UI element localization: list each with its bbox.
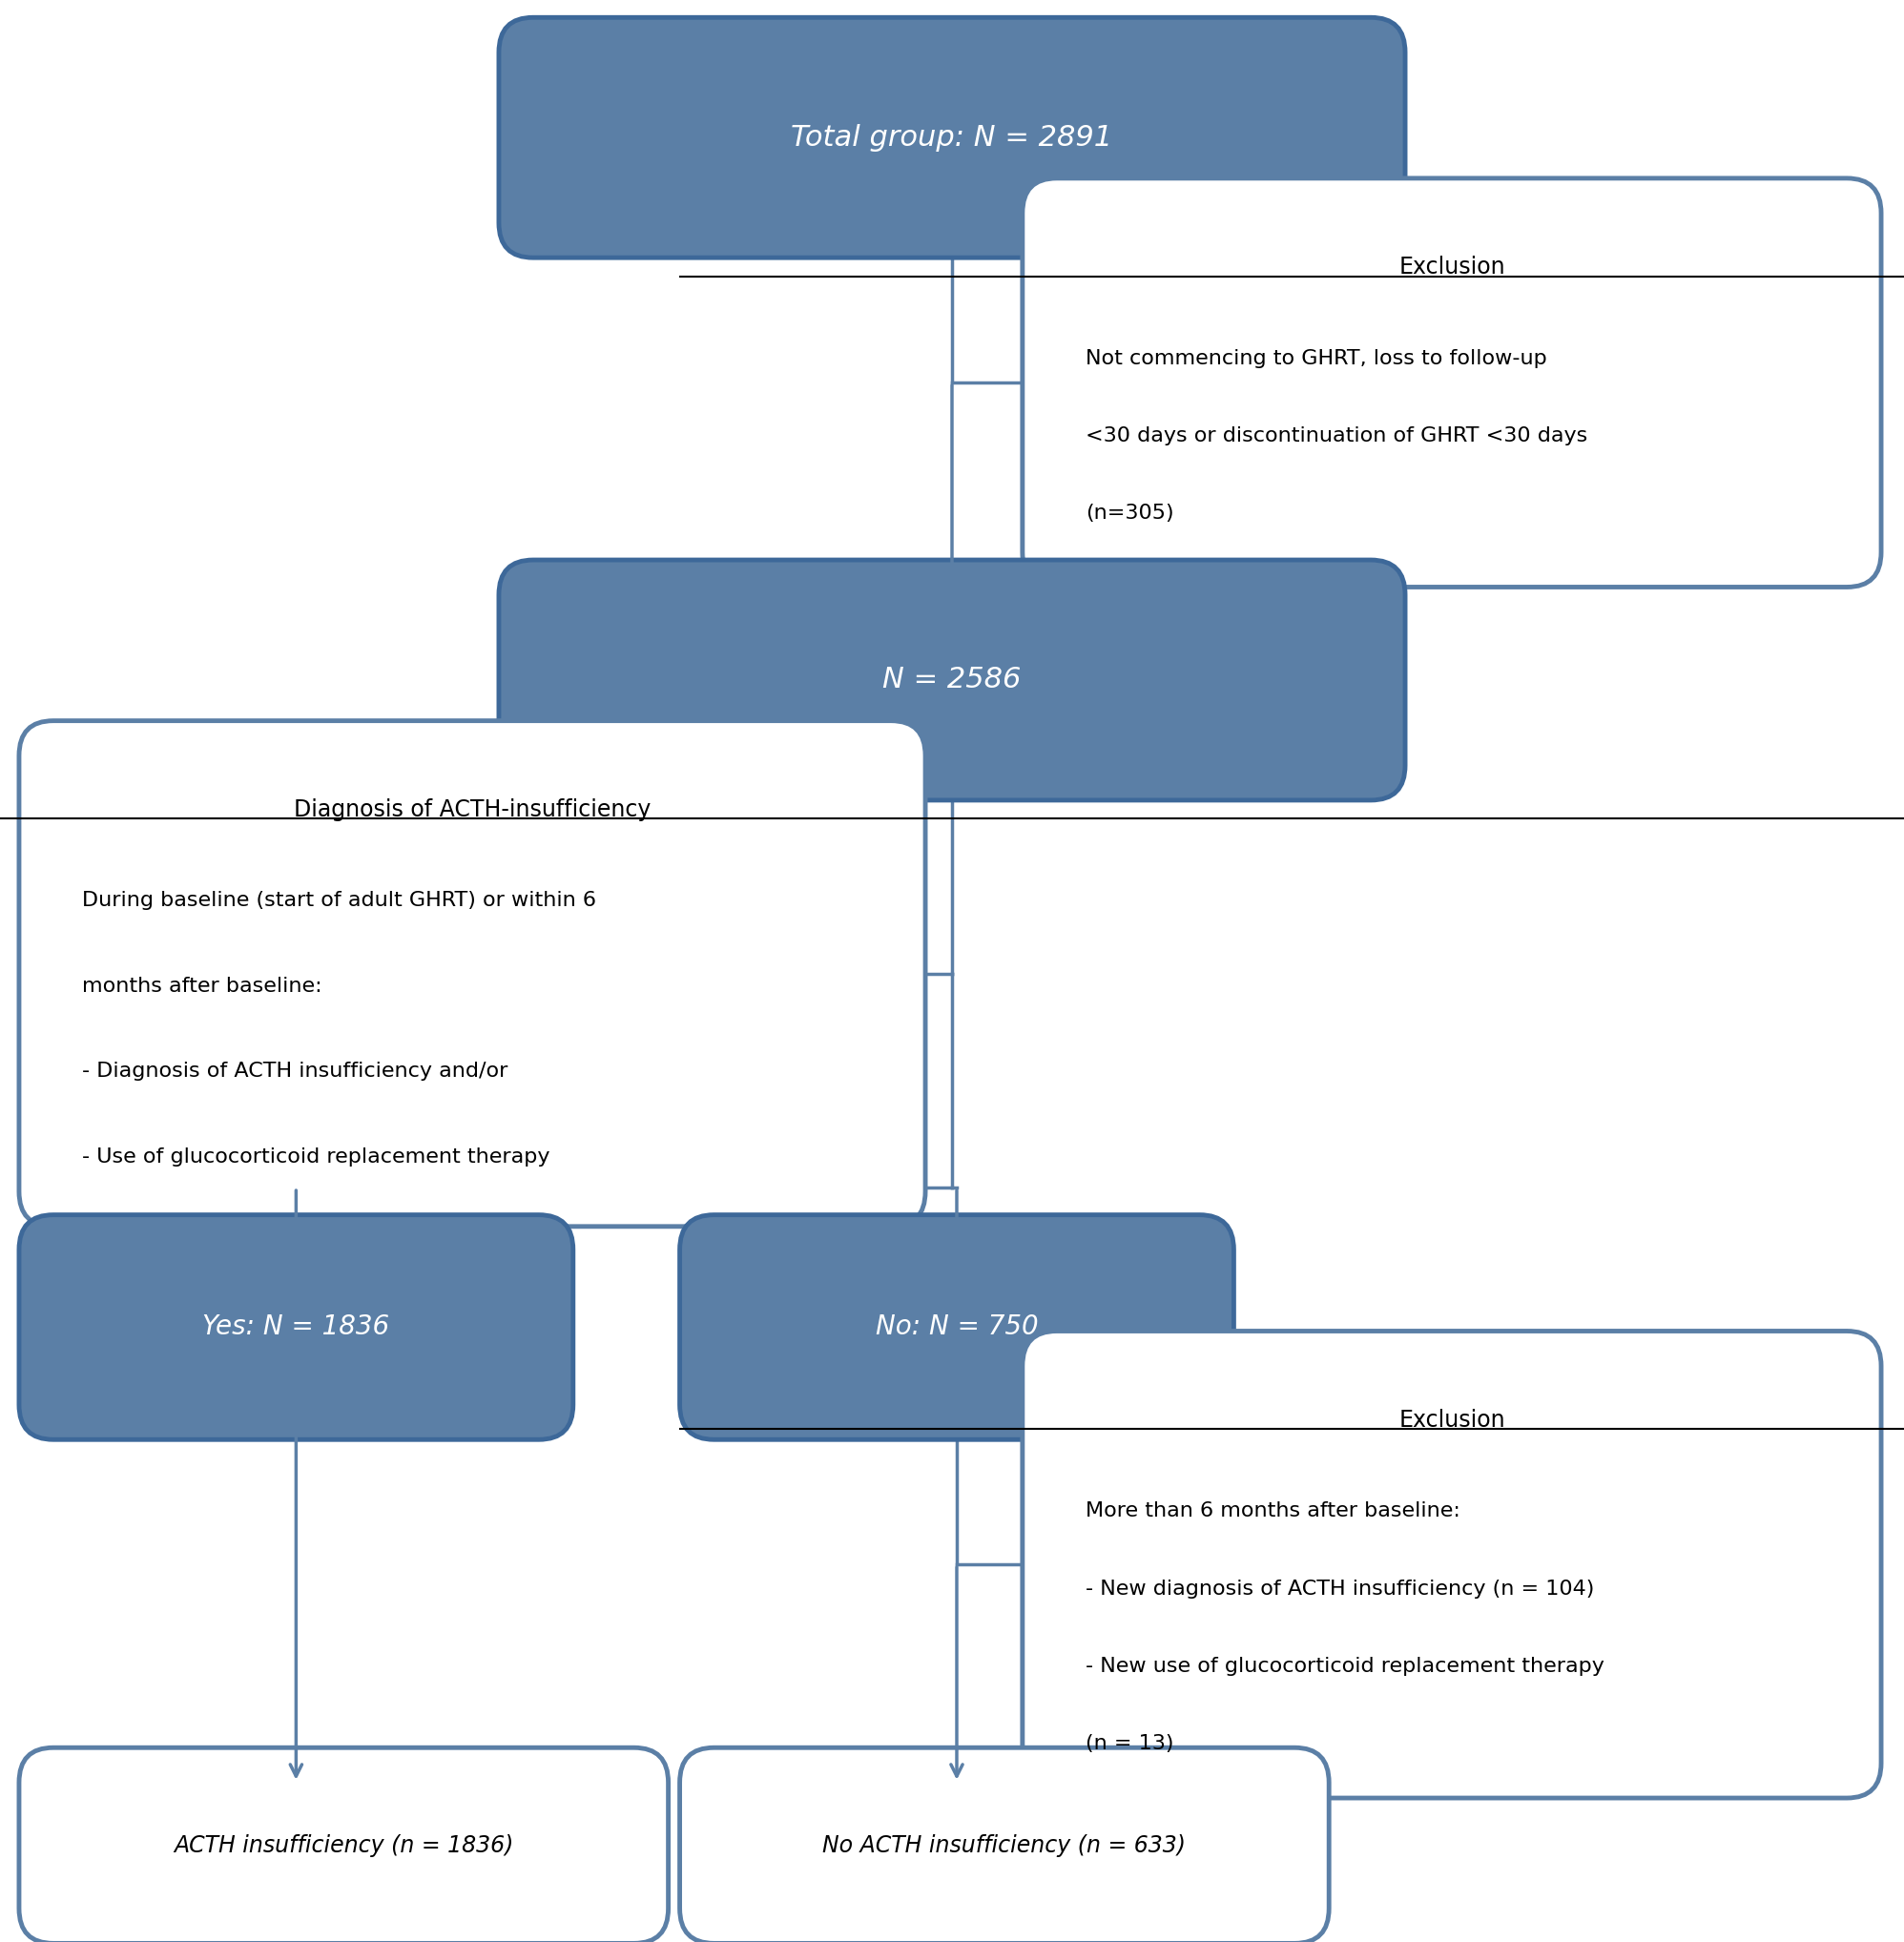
FancyBboxPatch shape [680,1748,1329,1942]
FancyBboxPatch shape [1022,179,1881,586]
FancyBboxPatch shape [499,17,1405,258]
Text: - Use of glucocorticoid replacement therapy: - Use of glucocorticoid replacement ther… [82,1148,550,1165]
FancyBboxPatch shape [499,559,1405,800]
Text: - New diagnosis of ACTH insufficiency (n = 104): - New diagnosis of ACTH insufficiency (n… [1085,1579,1594,1598]
Text: More than 6 months after baseline:: More than 6 months after baseline: [1085,1501,1460,1521]
Text: Not commencing to GHRT, loss to follow-up: Not commencing to GHRT, loss to follow-u… [1085,350,1546,367]
Text: (n = 13): (n = 13) [1085,1734,1173,1754]
FancyBboxPatch shape [19,720,925,1227]
Text: (n=305): (n=305) [1085,503,1173,522]
FancyBboxPatch shape [680,1216,1234,1439]
Text: No ACTH insufficiency (n = 633): No ACTH insufficiency (n = 633) [823,1833,1186,1857]
Text: Diagnosis of ACTH-insufficiency: Diagnosis of ACTH-insufficiency [293,798,651,821]
Text: - Diagnosis of ACTH insufficiency and/or: - Diagnosis of ACTH insufficiency and/or [82,1062,508,1082]
Text: months after baseline:: months after baseline: [82,977,322,996]
Text: ACTH insufficiency (n = 1836): ACTH insufficiency (n = 1836) [173,1833,514,1857]
Text: - New use of glucocorticoid replacement therapy: - New use of glucocorticoid replacement … [1085,1657,1603,1676]
Text: Total group: N = 2891: Total group: N = 2891 [792,124,1112,151]
FancyBboxPatch shape [1022,1330,1881,1798]
Text: Yes: N = 1836: Yes: N = 1836 [202,1315,390,1340]
Text: Exclusion: Exclusion [1399,256,1504,278]
Text: During baseline (start of adult GHRT) or within 6: During baseline (start of adult GHRT) or… [82,891,596,911]
Text: No: N = 750: No: N = 750 [876,1315,1038,1340]
FancyBboxPatch shape [19,1748,668,1942]
Text: Exclusion: Exclusion [1399,1408,1504,1431]
FancyBboxPatch shape [19,1216,573,1439]
Text: N = 2586: N = 2586 [883,666,1021,693]
Text: <30 days or discontinuation of GHRT <30 days: <30 days or discontinuation of GHRT <30 … [1085,425,1588,445]
